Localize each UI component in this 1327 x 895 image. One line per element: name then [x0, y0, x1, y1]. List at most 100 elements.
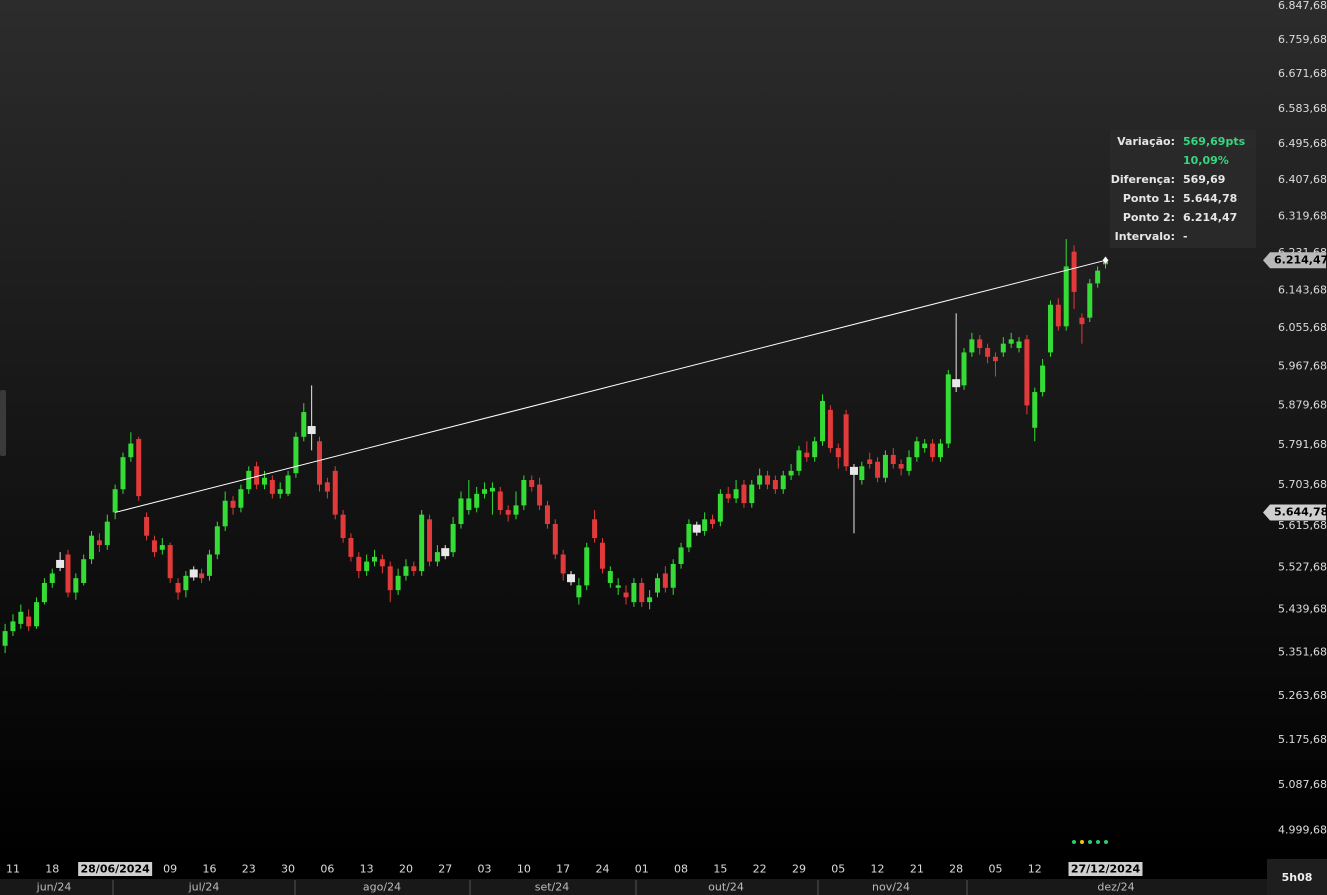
candle: [293, 432, 299, 478]
candle-doji: [56, 559, 65, 568]
candle-body: [930, 443, 936, 458]
side-tab[interactable]: [0, 390, 6, 456]
plot-background: [0, 0, 1327, 859]
candle-body: [749, 484, 755, 504]
candle-body: [238, 489, 244, 508]
y-tick-label: 5.175,68: [1278, 733, 1327, 746]
candle: [882, 450, 888, 483]
candle: [183, 571, 189, 598]
candle: [340, 510, 346, 543]
candle: [1063, 239, 1069, 331]
candle: [969, 332, 975, 357]
candle: [324, 477, 330, 499]
info-label: Ponto 2:: [1123, 211, 1175, 224]
candle-body: [65, 554, 71, 593]
candle-body: [1000, 343, 1006, 353]
candle-body: [592, 519, 598, 539]
y-tick-label: 5.879,68: [1278, 399, 1327, 412]
candle: [914, 436, 920, 462]
candle-body: [497, 491, 503, 511]
y-tick-label: 6.407,68: [1278, 173, 1327, 186]
candle: [356, 552, 362, 579]
candle-body: [898, 464, 904, 469]
candle-body: [1040, 365, 1046, 393]
candle-body: [702, 519, 708, 531]
candle-doji: [952, 379, 961, 388]
candle-body: [277, 489, 283, 494]
x-tick-label: 22: [753, 863, 767, 876]
candle-body: [285, 475, 291, 494]
candle-body: [340, 514, 346, 539]
candle: [434, 545, 440, 567]
candle-body: [1055, 304, 1061, 327]
candle: [992, 352, 998, 377]
candle-body: [796, 450, 802, 471]
candle-body: [214, 526, 220, 555]
date-row: [0, 859, 1267, 879]
candle: [301, 403, 307, 442]
x-tick-label: 28: [949, 863, 963, 876]
candle-body: [254, 466, 260, 485]
x-tick-label: 29: [792, 863, 806, 876]
candle: [639, 578, 645, 607]
candle-doji: [189, 569, 198, 578]
candle: [104, 514, 110, 550]
candle: [285, 470, 291, 497]
candle: [654, 573, 660, 598]
candle-body: [489, 487, 495, 492]
candle-body: [317, 441, 322, 485]
price-marker-box: [1263, 252, 1326, 269]
candle: [647, 590, 653, 610]
candle: [749, 480, 755, 508]
candle-body: [183, 575, 189, 591]
candle: [189, 566, 198, 581]
x-tick-label: 21: [910, 863, 924, 876]
candle: [796, 445, 802, 476]
candle: [474, 486, 480, 513]
candle: [81, 554, 87, 586]
candle: [780, 470, 786, 494]
candle: [849, 464, 858, 534]
candle-body: [1032, 392, 1038, 428]
candle: [576, 578, 582, 605]
candle-body: [2, 631, 8, 646]
status-dots: [1072, 840, 1108, 844]
candle: [450, 516, 456, 557]
x-tick-label: 20: [399, 863, 413, 876]
candle-body: [372, 556, 378, 562]
candle: [1040, 358, 1046, 397]
candle: [890, 448, 896, 469]
candle: [387, 561, 393, 603]
candle-body: [419, 514, 425, 572]
candle-body: [654, 578, 660, 593]
x-tick-label: 24: [595, 863, 609, 876]
candle-body: [136, 439, 142, 497]
candle-body: [144, 516, 150, 536]
candle-body: [112, 489, 118, 513]
candle-body: [348, 538, 354, 557]
candle: [175, 578, 181, 600]
candle-body: [293, 436, 299, 474]
candle: [922, 439, 928, 453]
candle-body: [395, 575, 401, 591]
candle: [930, 439, 936, 462]
x-tick-label: 03: [478, 863, 492, 876]
y-tick-label: 6.495,68: [1278, 137, 1327, 150]
candle-body: [623, 592, 629, 598]
month-label: set/24: [535, 881, 570, 894]
candle-body: [607, 571, 613, 583]
candle: [662, 566, 668, 593]
x-tick-label: 15: [713, 863, 727, 876]
y-tick-label: 4.999,68: [1278, 824, 1327, 837]
candle-body: [89, 535, 95, 560]
candle: [623, 585, 629, 605]
candle: [678, 542, 684, 569]
y-tick-label: 5.087,68: [1278, 778, 1327, 791]
trendline: [115, 259, 1106, 513]
candle-body: [631, 582, 637, 603]
candle: [458, 491, 464, 529]
y-tick-label: 6.847,68: [1278, 0, 1327, 12]
candle: [1087, 279, 1093, 322]
y-tick-label: 5.791,68: [1278, 438, 1327, 451]
candle: [411, 561, 417, 576]
